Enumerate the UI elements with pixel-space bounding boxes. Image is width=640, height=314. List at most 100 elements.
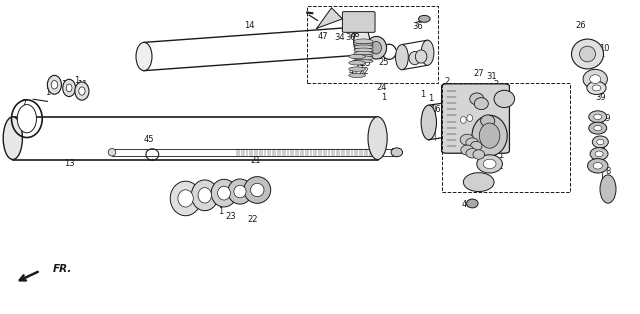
- Text: 44: 44: [594, 88, 604, 97]
- Text: 1: 1: [186, 200, 191, 208]
- Polygon shape: [317, 8, 342, 28]
- Ellipse shape: [452, 106, 463, 118]
- Text: 35: 35: [361, 59, 371, 68]
- Ellipse shape: [472, 115, 508, 156]
- Ellipse shape: [589, 122, 607, 134]
- Ellipse shape: [595, 151, 603, 157]
- Ellipse shape: [466, 149, 479, 158]
- Ellipse shape: [368, 117, 387, 160]
- Ellipse shape: [51, 80, 58, 89]
- Ellipse shape: [474, 98, 488, 110]
- Ellipse shape: [461, 145, 474, 155]
- Ellipse shape: [354, 56, 373, 60]
- Text: 6: 6: [466, 139, 471, 148]
- Text: 18: 18: [486, 121, 497, 129]
- Text: 36: 36: [413, 22, 423, 31]
- FancyBboxPatch shape: [442, 84, 509, 153]
- Ellipse shape: [349, 73, 365, 78]
- Text: 17: 17: [452, 106, 463, 114]
- Text: 13: 13: [64, 159, 74, 168]
- Ellipse shape: [419, 15, 430, 22]
- Ellipse shape: [3, 117, 22, 160]
- Text: 2: 2: [358, 68, 363, 77]
- Ellipse shape: [421, 105, 436, 140]
- Text: 32: 32: [363, 41, 373, 50]
- Ellipse shape: [251, 183, 264, 197]
- Ellipse shape: [466, 138, 479, 148]
- Ellipse shape: [366, 36, 387, 59]
- Ellipse shape: [477, 155, 502, 173]
- Ellipse shape: [353, 27, 370, 55]
- Text: 25: 25: [379, 58, 389, 67]
- Text: 28: 28: [350, 30, 360, 39]
- Ellipse shape: [589, 111, 607, 123]
- Text: 41: 41: [349, 67, 359, 76]
- Text: FR.: FR.: [53, 264, 72, 274]
- Ellipse shape: [354, 54, 373, 57]
- Text: 2: 2: [444, 77, 449, 86]
- Bar: [307, 6, 438, 83]
- Text: 1: 1: [420, 90, 425, 99]
- Text: 40: 40: [467, 100, 477, 109]
- Text: 32: 32: [371, 46, 381, 55]
- Text: 30: 30: [346, 33, 356, 41]
- Ellipse shape: [464, 111, 476, 125]
- Text: 19: 19: [600, 114, 611, 123]
- Text: 42: 42: [456, 129, 466, 138]
- Ellipse shape: [594, 114, 602, 120]
- Ellipse shape: [460, 134, 474, 145]
- Text: 2: 2: [476, 104, 481, 113]
- Text: 10: 10: [599, 44, 609, 53]
- Text: 39: 39: [595, 93, 605, 102]
- Ellipse shape: [391, 148, 403, 157]
- Text: 18: 18: [488, 127, 498, 136]
- Text: 46: 46: [462, 200, 472, 208]
- Text: 31: 31: [486, 73, 497, 81]
- Text: 1: 1: [45, 88, 51, 97]
- Text: 45: 45: [143, 135, 154, 144]
- Text: 4: 4: [470, 142, 475, 150]
- Text: 34: 34: [350, 57, 360, 66]
- Text: 24: 24: [377, 84, 387, 92]
- Text: 47: 47: [318, 32, 328, 41]
- Text: 1: 1: [218, 207, 223, 215]
- Ellipse shape: [349, 67, 365, 71]
- Text: 29: 29: [362, 46, 372, 55]
- Ellipse shape: [580, 46, 595, 62]
- Text: 1: 1: [428, 95, 433, 103]
- Text: 2: 2: [599, 126, 604, 135]
- Ellipse shape: [63, 79, 76, 97]
- Ellipse shape: [458, 113, 469, 127]
- Ellipse shape: [354, 51, 373, 55]
- Text: 1: 1: [498, 151, 503, 160]
- Text: 14: 14: [244, 21, 255, 30]
- Text: 23: 23: [225, 212, 236, 220]
- Text: 2: 2: [379, 48, 384, 57]
- Ellipse shape: [228, 179, 252, 204]
- Ellipse shape: [218, 186, 230, 200]
- Ellipse shape: [178, 190, 193, 207]
- Ellipse shape: [234, 185, 246, 198]
- Ellipse shape: [453, 100, 468, 135]
- Text: 12: 12: [493, 162, 503, 171]
- Ellipse shape: [75, 82, 89, 100]
- Ellipse shape: [396, 45, 408, 70]
- Ellipse shape: [473, 150, 484, 159]
- Text: 27: 27: [474, 69, 484, 78]
- Text: 34: 34: [334, 33, 344, 41]
- Ellipse shape: [592, 85, 601, 91]
- Ellipse shape: [136, 42, 152, 71]
- Ellipse shape: [583, 69, 607, 89]
- Ellipse shape: [593, 136, 608, 148]
- Ellipse shape: [481, 115, 495, 127]
- Ellipse shape: [470, 93, 484, 105]
- Ellipse shape: [170, 181, 201, 216]
- Text: 5: 5: [470, 146, 475, 155]
- Text: 1: 1: [479, 156, 484, 165]
- Ellipse shape: [47, 75, 61, 94]
- Ellipse shape: [421, 40, 434, 65]
- Text: 7: 7: [22, 99, 27, 108]
- Ellipse shape: [593, 163, 602, 169]
- Ellipse shape: [600, 175, 616, 203]
- Text: 1: 1: [463, 146, 468, 154]
